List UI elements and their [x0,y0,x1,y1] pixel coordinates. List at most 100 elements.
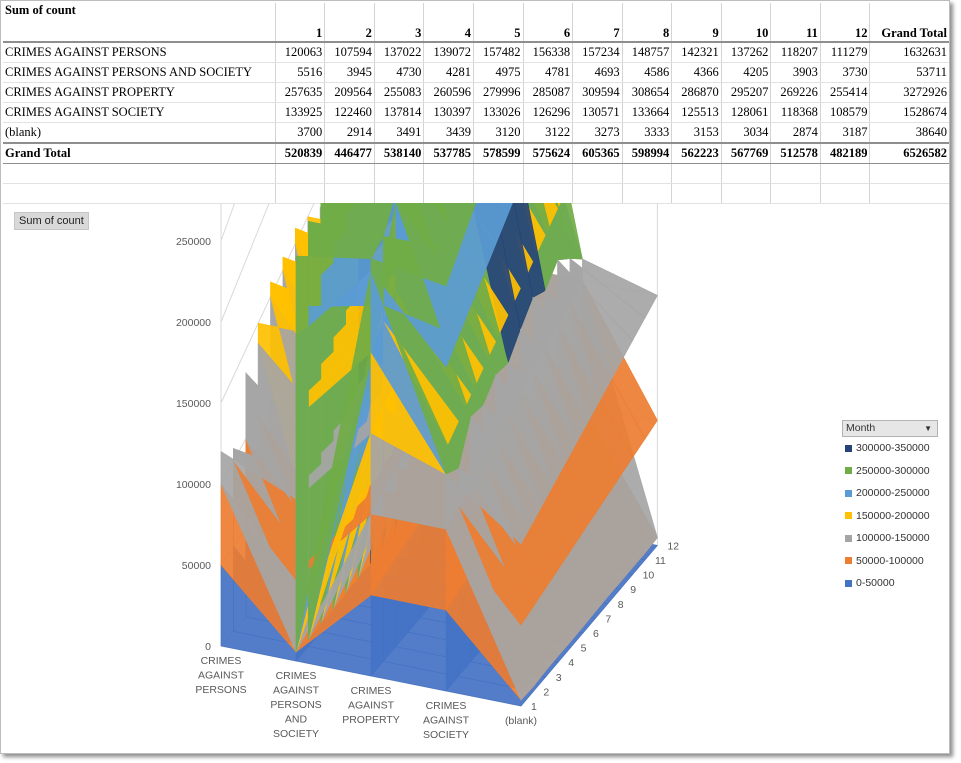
empty-cell[interactable] [671,183,722,204]
value-cell[interactable]: 130571 [572,102,623,123]
value-cell[interactable]: 111279 [820,42,871,63]
month-header-5[interactable]: 5 [473,3,524,43]
row-label[interactable]: Grand Total [3,142,276,164]
empty-cell[interactable] [374,163,425,184]
value-cell[interactable]: 4281 [423,62,474,83]
value-cell[interactable]: 5516 [275,62,326,83]
month-header-11[interactable]: 11 [770,3,821,43]
value-cell[interactable]: 133026 [473,102,524,123]
row-label[interactable]: CRIMES AGAINST PERSONS [3,42,276,63]
legend-item[interactable]: 200000-250000 [842,482,938,505]
value-cell[interactable]: 4693 [572,62,623,83]
empty-cell[interactable] [423,183,474,204]
value-cell[interactable]: 255083 [374,82,425,103]
value-cell[interactable]: 446477 [324,142,375,164]
value-cell[interactable]: 4205 [721,62,772,83]
empty-cell[interactable] [869,183,949,204]
legend-item[interactable]: 150000-200000 [842,505,938,528]
value-cell[interactable]: 139072 [423,42,474,63]
month-header-8[interactable]: 8 [622,3,673,43]
value-cell[interactable]: 286870 [671,82,722,103]
month-header-10[interactable]: 10 [721,3,772,43]
empty-cell[interactable] [770,183,821,204]
value-cell[interactable]: 605365 [572,142,623,164]
value-cell[interactable]: 156338 [523,42,574,63]
empty-cell[interactable] [275,183,326,204]
legend-item[interactable]: 0-50000 [842,572,938,595]
row-label[interactable]: CRIMES AGAINST PROPERTY [3,82,276,103]
empty-cell[interactable] [423,163,474,184]
value-cell[interactable]: 137022 [374,42,425,63]
value-cell[interactable]: 255414 [820,82,871,103]
empty-cell[interactable] [473,183,524,204]
empty-cell[interactable] [3,183,276,204]
value-cell[interactable]: 538140 [374,142,425,164]
grand-total-header[interactable]: Grand Total [869,3,949,43]
value-cell[interactable]: 578599 [473,142,524,164]
value-cell[interactable]: 3273 [572,122,623,144]
value-cell[interactable]: 3439 [423,122,474,144]
empty-cell[interactable] [374,183,425,204]
empty-cell[interactable] [473,163,524,184]
value-cell[interactable]: 209564 [324,82,375,103]
value-cell[interactable]: 4586 [622,62,673,83]
value-cell[interactable]: 4975 [473,62,524,83]
empty-cell[interactable] [820,163,871,184]
empty-cell[interactable] [770,163,821,184]
value-cell[interactable]: 133925 [275,102,326,123]
empty-cell[interactable] [721,183,772,204]
value-cell[interactable]: 279996 [473,82,524,103]
month-header-12[interactable]: 12 [820,3,871,43]
value-cell[interactable]: 157234 [572,42,623,63]
value-cell[interactable]: 512578 [770,142,821,164]
value-cell[interactable]: 520839 [275,142,326,164]
value-cell[interactable]: 120063 [275,42,326,63]
value-cell[interactable]: 269226 [770,82,821,103]
value-cell[interactable]: 260596 [423,82,474,103]
empty-cell[interactable] [523,163,574,184]
value-cell[interactable]: 562223 [671,142,722,164]
value-cell[interactable]: 4366 [671,62,722,83]
value-cell[interactable]: 295207 [721,82,772,103]
empty-cell[interactable] [572,183,623,204]
value-cell[interactable]: 3945 [324,62,375,83]
row-total-cell[interactable]: 1528674 [869,102,949,123]
value-cell[interactable]: 309594 [572,82,623,103]
row-total-cell[interactable]: 6526582 [869,142,949,164]
empty-cell[interactable] [671,163,722,184]
month-header-6[interactable]: 6 [523,3,574,43]
row-label[interactable]: (blank) [3,122,276,144]
row-total-cell[interactable]: 3272926 [869,82,949,103]
value-cell[interactable]: 157482 [473,42,524,63]
value-cell[interactable]: 3187 [820,122,871,144]
value-cell[interactable]: 2914 [324,122,375,144]
empty-cell[interactable] [324,163,375,184]
value-cell[interactable]: 118207 [770,42,821,63]
empty-cell[interactable] [523,183,574,204]
empty-cell[interactable] [622,163,673,184]
empty-cell[interactable] [622,183,673,204]
row-label[interactable]: CRIMES AGAINST SOCIETY [3,102,276,123]
value-cell[interactable]: 133664 [622,102,673,123]
legend-item[interactable]: 250000-300000 [842,460,938,483]
value-cell[interactable]: 2874 [770,122,821,144]
pivot-corner-label[interactable]: Sum of count [3,3,276,43]
value-cell[interactable]: 257635 [275,82,326,103]
month-header-9[interactable]: 9 [671,3,722,43]
legend-filter-button[interactable]: Month ▼ [842,420,938,437]
value-cell[interactable]: 575624 [523,142,574,164]
value-cell[interactable]: 482189 [820,142,871,164]
month-header-7[interactable]: 7 [572,3,623,43]
value-cell[interactable]: 137262 [721,42,772,63]
value-cell[interactable]: 537785 [423,142,474,164]
legend-item[interactable]: 50000-100000 [842,550,938,573]
value-cell[interactable]: 107594 [324,42,375,63]
value-cell[interactable]: 122460 [324,102,375,123]
row-total-cell[interactable]: 1632631 [869,42,949,63]
month-header-4[interactable]: 4 [423,3,474,43]
value-cell[interactable]: 285087 [523,82,574,103]
value-cell[interactable]: 118368 [770,102,821,123]
value-cell[interactable]: 3120 [473,122,524,144]
month-header-1[interactable]: 1 [275,3,326,43]
value-cell[interactable]: 4781 [523,62,574,83]
